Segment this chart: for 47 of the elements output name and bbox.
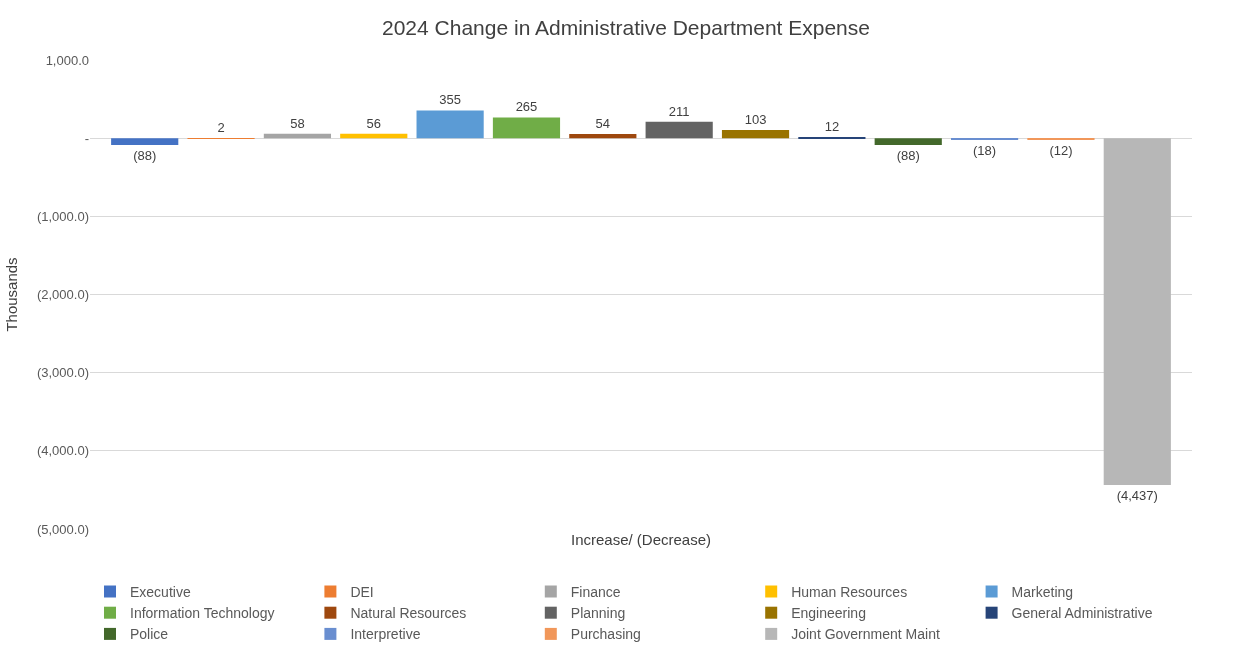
legend-label: Information Technology — [130, 605, 275, 622]
bar — [569, 133, 637, 139]
chart-title: 2024 Change in Administrative Department Expense — [382, 15, 870, 39]
y-tick-label: (1,000.0) — [36, 208, 89, 224]
data-label: 12 — [824, 119, 840, 134]
legend-label: General Administrative — [1011, 605, 1153, 622]
y-tick-label: (4,000.0) — [36, 443, 89, 459]
data-label: 2 — [217, 120, 225, 135]
y-tick-label: (3,000.0) — [36, 365, 89, 381]
bar — [416, 110, 484, 139]
bar — [721, 130, 790, 139]
legend-label: Engineering — [791, 605, 866, 622]
legend-label: Executive — [130, 583, 191, 600]
legend-label: Planning — [570, 605, 626, 622]
data-label: (18) — [973, 143, 997, 158]
data-label: (12) — [1049, 143, 1073, 158]
legend-label: Human Resources — [791, 583, 908, 600]
x-tick-label: Increase/ (Decrease) — [570, 531, 712, 548]
legend-label: Finance — [570, 583, 621, 600]
data-label: 265 — [515, 99, 538, 115]
y-tick-label: - — [84, 130, 89, 146]
data-label: (4,437) — [1116, 487, 1158, 503]
data-label: 56 — [366, 115, 381, 131]
bar — [111, 138, 179, 146]
bar — [492, 117, 561, 139]
y-tick-label: (5,000.0) — [36, 521, 89, 537]
data-label: 58 — [290, 115, 305, 131]
data-label: 103 — [744, 112, 767, 128]
bar — [874, 138, 942, 146]
y-tick-label: 1,000.0 — [45, 52, 89, 68]
bar — [645, 121, 713, 139]
legend-label: Natural Resources — [350, 605, 467, 622]
data-label: 211 — [668, 103, 690, 119]
legend-label: Police — [130, 626, 169, 643]
data-label: 355 — [439, 92, 461, 108]
data-label: (88) — [133, 148, 157, 164]
y-axis-title: Thousands — [3, 257, 21, 332]
legend-label: Joint Government Maint — [791, 626, 940, 643]
data-label: 54 — [595, 115, 611, 131]
legend-label: DEI — [350, 583, 374, 600]
legend-label: Marketing — [1011, 583, 1074, 600]
legend-label: Purchasing — [570, 626, 641, 643]
data-label: (88) — [896, 148, 920, 164]
legend-label: Interpretive — [350, 626, 421, 643]
bar — [1103, 138, 1171, 485]
bar — [340, 133, 408, 139]
y-tick-label: (2,000.0) — [36, 287, 89, 303]
